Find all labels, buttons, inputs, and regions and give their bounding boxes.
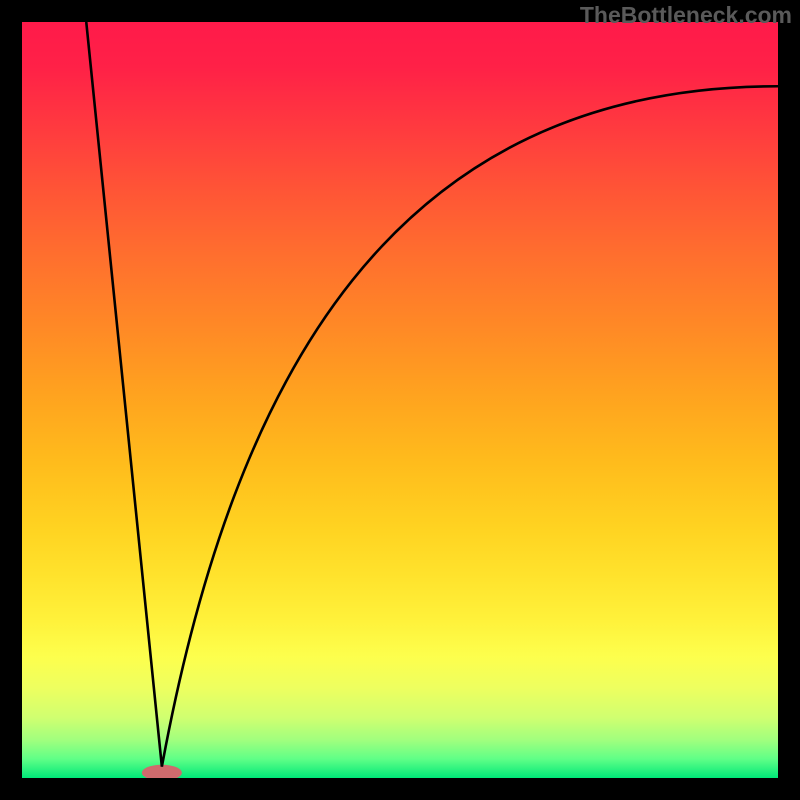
attribution-text: TheBottleneck.com: [580, 2, 792, 29]
plot-background-gradient: [22, 22, 778, 778]
chart-container: TheBottleneck.com: [0, 0, 800, 800]
bottleneck-chart: [0, 0, 800, 800]
